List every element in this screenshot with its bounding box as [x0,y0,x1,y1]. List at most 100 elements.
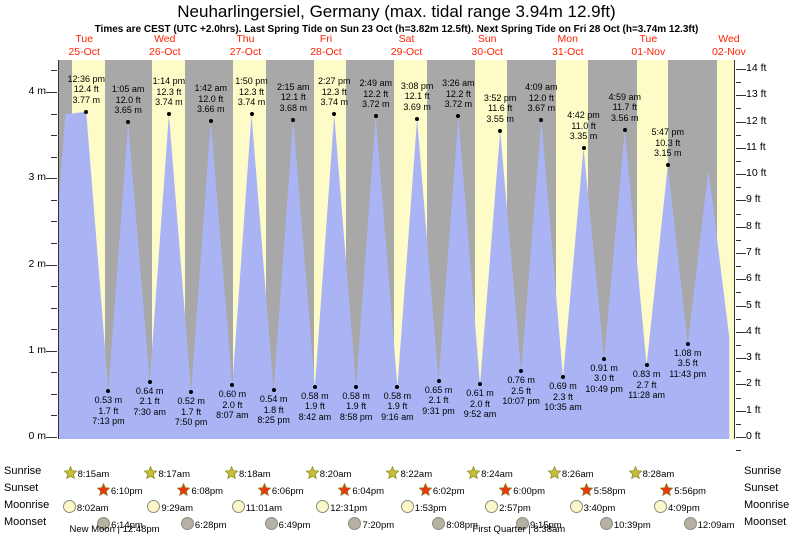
low-tide-label: 0.65 m 2.1 ft 9:31 pm [408,385,470,417]
low-tide-dot [312,384,317,389]
tide-label-line: 1:14 pm [152,76,186,87]
tide-label-line: 3.69 m [403,101,431,112]
tide-label-line: 9:16 am [381,411,414,422]
y-axis-tick-left [46,178,57,180]
tide-label-line: 0.69 m [549,381,577,392]
low-tide-dot [478,382,482,387]
astro-time: 8:02am [76,503,109,514]
astro-row-label-moonrise: Moonrise [4,499,50,511]
tide-label-line: 2:15 am [276,81,310,92]
astro-time: 8:18am [239,469,271,480]
high-tide-label: 4:09 am 12.0 ft 3.67 m [510,82,572,114]
star-icon [225,466,239,479]
astro-time: 6:08pm [191,486,224,497]
tide-label-line: 0.52 m [177,396,205,407]
day-date: 31-Oct [551,46,584,58]
moonrise-icon [231,500,245,513]
y-axis-tick-left [51,135,57,137]
y-axis-tick-right [736,384,746,386]
astro-cell-sunrise: 8:28am [628,466,674,480]
tide-label-line: 1.9 ft [346,401,367,412]
star-icon [257,483,271,496]
day-header-27-oct: Thu 27-Oct [205,33,285,59]
low-tide-label: 0.91 m 3.0 ft 10:49 pm [573,363,635,395]
y-axis-tick-left [51,286,57,288]
low-tide-dot [354,384,359,389]
tide-label-line: 2.0 ft [469,398,490,409]
astro-time: 6:04pm [352,486,385,497]
day-header-26-oct: Wed 26-Oct [125,33,205,59]
astro-cell-moonrise: 2:57pm [485,500,531,514]
day-header-30-oct: Sun 30-Oct [447,33,527,59]
astro-cell-moonrise: 12:31pm [316,500,367,514]
tide-label-line: 0.58 m [301,390,329,401]
star-icon [547,466,561,479]
high-tide-dot [373,114,378,119]
astro-cell-moonset: 6:14pm [97,517,143,531]
moonrise-icon [62,500,76,513]
y-axis-tick-left [51,199,57,201]
high-tide-dot [456,114,461,119]
astro-cell-moonrise: 3:40pm [569,500,616,514]
astro-time: 8:22am [400,469,433,480]
day-date: 02-Nov [712,46,746,58]
astro-time: 12:31pm [330,503,368,514]
high-tide-label: 3:26 am 12.2 ft 3.72 m [427,78,489,110]
astro-time: 3:40pm [583,503,616,514]
high-tide-dot [665,163,670,168]
tide-label-line: 11:28 am [628,390,665,401]
astro-cell-moonset: 9:15pm [516,517,562,531]
astro-row-label-sunset: Sunset [4,482,39,494]
low-tide-dot [147,379,152,384]
high-tide-label: 1:05 am 12.0 ft 3.65 m [97,84,159,116]
day-date: 27-Oct [229,46,262,58]
y-axis-tick-left [51,221,57,223]
astro-time: 5:56pm [674,486,706,497]
low-tide-label: 0.53 m 1.7 ft 7:13 pm [77,395,139,427]
y-axis-tick-left [46,92,57,93]
high-tide-label: 3:08 pm 12.1 ft 3.69 m [386,81,448,113]
y-axis-tick-right [736,68,746,70]
astro-row-label-sunset: Sunset [744,482,779,494]
astro-cell-moonset: 10:39pm [599,517,651,531]
astro-cell-moonset: 8:08pm [432,517,478,531]
tide-label-line: 8:58 pm [339,411,373,422]
tide-label-line: 11:43 pm [669,368,707,379]
day-header-25-oct: Tue 25-Oct [44,33,124,59]
y-axis-label-right: 1 ft [746,403,761,416]
tide-label-line: 1:42 am [194,83,228,94]
astro-cell-sunrise: 8:22am [386,466,432,480]
tide-label-line: 11.0 ft [571,120,596,131]
tide-label-line: 3.67 m [527,103,556,114]
day-of-week: Tue [75,33,94,45]
y-axis-tick-right [736,82,741,84]
tide-label-line: 3.77 m [72,94,100,105]
day-of-week: Mon [557,33,578,45]
tide-label-line: 0.61 m [466,388,494,399]
y-axis-tick-right [736,108,741,110]
astro-row-label-moonrise: Moonrise [744,499,790,511]
tide-label-line: 11.7 ft [612,102,637,113]
y-axis-label-left: 1 m [28,343,46,356]
astro-time: 8:26am [561,469,594,480]
y-axis-label-left: 4 m [28,85,46,97]
high-tide-label: 5:47 pm 10.3 ft 3.15 m [637,127,699,159]
y-axis-label-right: 9 ft [746,193,761,206]
tide-label-line: 0.58 m [383,390,412,401]
day-of-week: Wed [718,33,740,45]
low-tide-label: 0.52 m 1.7 ft 7:50 pm [160,396,222,428]
tide-label-line: 1.08 m [673,347,702,358]
y-axis-tick-right [736,450,741,452]
astro-row-label-sunrise: Sunrise [744,465,782,477]
astro-time: 6:06pm [271,486,304,497]
tide-label-line: 2.1 ft [428,395,449,406]
tide-curve [58,111,730,439]
y-axis-tick-right [736,318,741,320]
y-axis-tick-left [51,415,57,417]
tide-label-line: 7:50 pm [174,417,208,428]
tide-label-line: 8:07 am [216,410,249,421]
tide-label-line: 2.5 ft [511,385,532,396]
y-axis-label-right: 13 ft [746,88,767,101]
y-axis-tick-right [736,331,746,333]
y-axis-label-right: 5 ft [746,298,761,311]
